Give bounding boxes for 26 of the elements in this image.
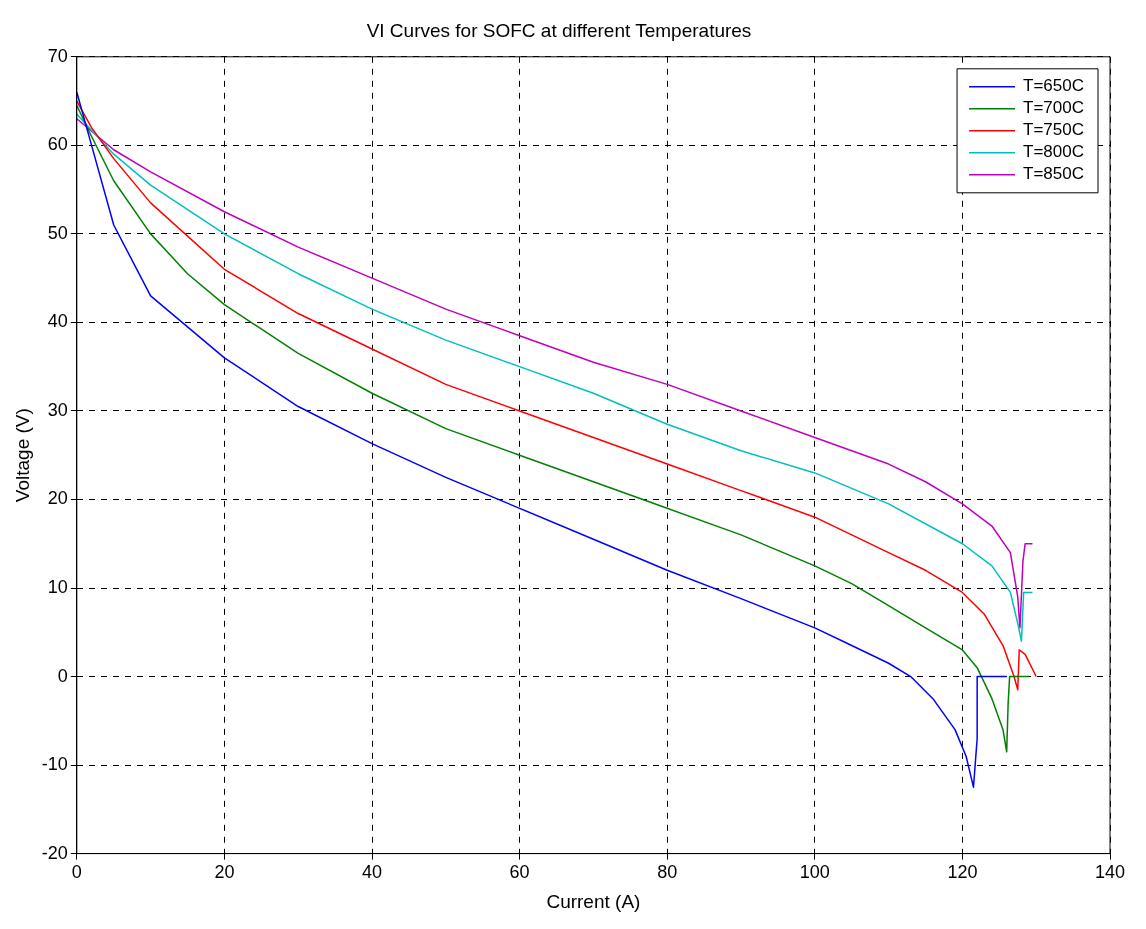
y-tick-label: -10	[41, 754, 68, 775]
x-tick-label: 140	[1094, 862, 1126, 883]
x-axis-title: Current (A)	[546, 890, 641, 912]
y-tick-label: 40	[47, 311, 68, 332]
legend-label: T=750C	[1023, 120, 1084, 140]
chart-title: VI Curves for SOFC at different Temperatures	[366, 19, 752, 41]
legend-label: T=650C	[1023, 76, 1084, 96]
y-tick-label: 60	[47, 134, 68, 155]
y-tick-label: 20	[47, 488, 68, 509]
x-tick-label: 60	[509, 862, 530, 883]
legend-label: T=800C	[1023, 142, 1084, 162]
y-axis-title: Voltage (V)	[11, 408, 33, 503]
x-tick-label: 80	[657, 862, 678, 883]
x-tick-label: 40	[362, 862, 383, 883]
y-tick-label: 70	[47, 45, 68, 66]
y-tick-label: 30	[47, 399, 68, 420]
legend-label: T=850C	[1023, 164, 1084, 184]
y-tick-label: 0	[57, 665, 68, 686]
x-tick-label: 20	[214, 862, 235, 883]
y-tick-label: -20	[41, 842, 68, 863]
y-tick-label: 50	[47, 222, 68, 243]
x-tick-label: 100	[799, 862, 830, 883]
x-tick-label: 0	[71, 862, 82, 883]
legend-label: T=700C	[1023, 98, 1084, 118]
x-tick-label: 120	[947, 862, 978, 883]
y-tick-label: 10	[47, 576, 68, 597]
